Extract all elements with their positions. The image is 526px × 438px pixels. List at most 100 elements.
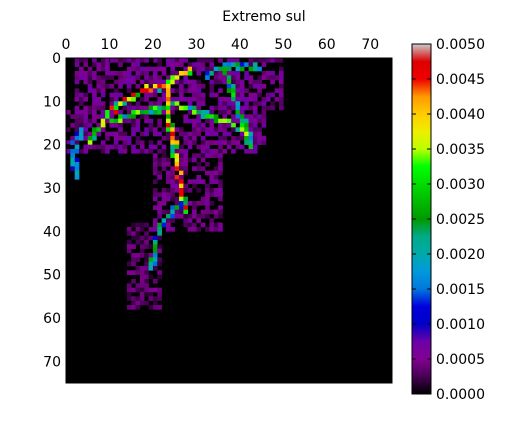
heatmap-cell [218,162,223,167]
heatmap-cell [213,127,219,132]
heatmap-cell [131,305,136,310]
heatmap-cell [165,118,171,124]
heatmap-cell [74,88,80,93]
heatmap-cell [231,149,236,154]
heatmap-cell [96,127,102,132]
heatmap-cell [131,118,136,124]
heatmap-cell [144,222,149,228]
heatmap-cell [152,58,158,63]
x-tick-label: 40 [231,37,249,53]
heatmap-cell [152,244,158,249]
heatmap-cell [179,153,184,158]
heatmap-cell [105,136,110,141]
heatmap-cell [109,131,115,137]
heatmap-cell [139,266,145,271]
heatmap-cell [135,149,141,154]
heatmap-cell [270,71,275,76]
heatmap-cell [79,92,84,98]
heatmap-cell [83,118,89,124]
heatmap-cell [122,58,128,63]
heatmap-cell [205,131,210,137]
heatmap-cell [174,175,180,180]
heatmap-cell [187,222,193,228]
heatmap-cell [144,92,149,98]
heatmap-cell [192,123,197,128]
heatmap-cell [209,71,215,76]
heatmap-cell [135,136,141,141]
heatmap-cell [231,92,236,98]
heatmap-cell [170,75,175,80]
heatmap-cell [83,136,89,141]
heatmap-cell [200,144,206,150]
heatmap-cell [257,101,262,106]
heatmap-cell [161,136,167,141]
heatmap-cell [200,62,206,67]
heatmap-cell [187,62,193,67]
heatmap-cell [79,114,84,119]
heatmap-cell [257,79,262,85]
heatmap-cell [235,66,241,72]
heatmap-cell [165,58,171,63]
heatmap-cell [139,66,145,72]
heatmap-cell [200,201,206,206]
heatmap-cell [261,118,267,124]
heatmap-cell [192,179,197,184]
heatmap-cell [139,131,145,137]
heatmap-cell [122,75,128,80]
heatmap-cell [109,101,115,106]
heatmap-cell [265,97,271,102]
heatmap-cell [148,110,154,115]
heatmap-cell [157,84,162,89]
heatmap-cell [79,75,84,80]
heatmap-cell [226,75,232,80]
heatmap-cell [139,270,145,275]
heatmap-cell [109,84,115,89]
heatmap-cell [152,305,158,310]
heatmap-cell [183,75,189,80]
heatmap-cell [152,188,158,193]
heatmap-cell [274,58,280,63]
heatmap-cell [226,144,232,150]
heatmap-cell [87,66,93,72]
heatmap-cell [152,170,158,176]
heatmap-cell [126,296,132,301]
heatmap-cell [252,123,258,128]
heatmap-cell [144,84,149,89]
heatmap-cell [152,66,158,72]
heatmap-cell [213,105,219,111]
heatmap-cell [109,144,115,150]
heatmap-cell [200,101,206,106]
heatmap-cell [179,97,184,102]
heatmap-cell [218,136,223,141]
heatmap-cell [183,196,189,202]
heatmap-cell [252,92,258,98]
heatmap-cell [126,244,132,249]
heatmap-cell [113,79,119,85]
heatmap-cell [187,157,193,163]
heatmap-cell [205,188,210,193]
heatmap-cell [144,71,149,76]
heatmap-cell [131,62,136,67]
heatmap-cell [170,144,175,150]
heatmap-cell [165,105,171,111]
heatmap-cell [218,105,223,111]
heatmap-cell [187,88,193,93]
heatmap-cell [122,140,128,145]
heatmap-cell [183,205,189,210]
heatmap-cell [205,144,210,150]
heatmap-cell [244,105,249,111]
heatmap-cell [144,279,149,284]
heatmap-cell [239,131,245,137]
heatmap-cell [218,140,223,145]
heatmap-cell [105,114,110,119]
heatmap-cell [152,92,158,98]
heatmap-cell [222,131,228,137]
heatmap-cell [83,75,89,80]
heatmap-cell [152,157,158,163]
heatmap-cell [152,248,158,254]
heatmap-cell [157,227,162,232]
heatmap-cell [165,188,171,193]
heatmap-cell [196,105,202,111]
heatmap-cell [265,71,271,76]
heatmap-cell [100,88,106,93]
